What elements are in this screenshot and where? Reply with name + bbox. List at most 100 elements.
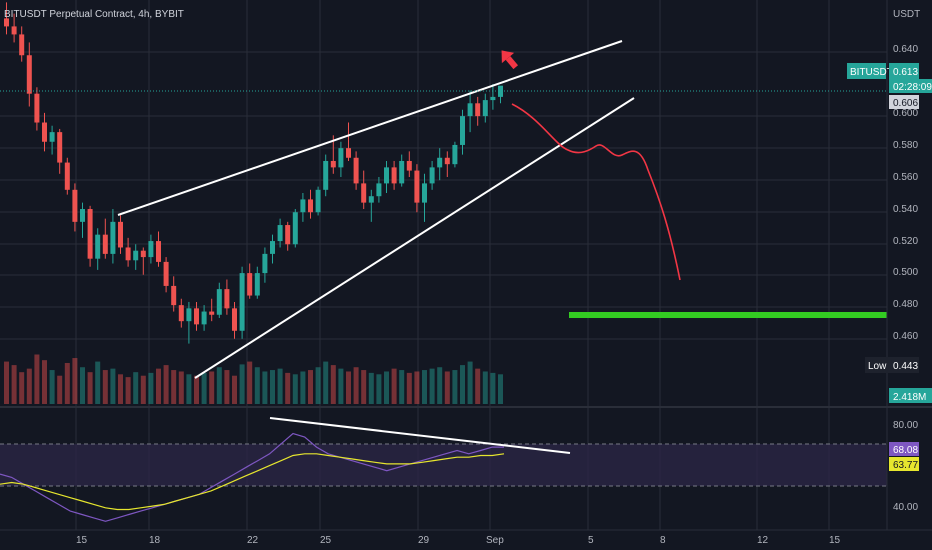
volume-bar: [156, 368, 161, 404]
volume-bar: [498, 374, 503, 404]
candle-body: [490, 96, 496, 101]
candle-body: [26, 55, 32, 94]
candle-body: [49, 132, 55, 142]
candle-body: [34, 93, 40, 123]
grid: [0, 0, 887, 530]
candle-body: [118, 221, 123, 248]
volume-bar: [270, 370, 275, 404]
volume-bar: [80, 367, 85, 404]
candle-body: [353, 157, 359, 184]
projection-curve[interactable]: [511, 103, 681, 281]
candle-body: [437, 157, 443, 168]
candle-body: [330, 160, 336, 168]
volume-bar: [376, 374, 382, 404]
candle-body: [148, 241, 154, 258]
volume-bar: [467, 361, 473, 404]
volume-bar: [201, 372, 207, 404]
volume-bar: [330, 365, 336, 404]
currency-label: USDT: [893, 9, 920, 20]
volume-bar: [34, 354, 40, 404]
rsi-tick: 40.00: [893, 502, 918, 513]
price-tick: 0.520: [893, 236, 918, 247]
rsi-ma-label: 63.77: [893, 460, 918, 471]
candle-body: [376, 183, 382, 197]
wedge-lower-line[interactable]: [194, 97, 635, 379]
volume-bar: [277, 368, 283, 404]
volume-bar: [368, 372, 374, 404]
countdown-box: [889, 79, 932, 93]
volume-bar: [49, 370, 55, 404]
time-tick: 8: [660, 535, 666, 546]
volume-bar: [110, 368, 116, 404]
time-tick: Sep: [486, 535, 504, 546]
volume-bar: [125, 377, 131, 404]
price-tick: 0.580: [893, 140, 918, 151]
volume-bars: [4, 354, 503, 404]
candle-body: [57, 132, 63, 163]
volume-bar: [399, 370, 405, 404]
volume-bar: [4, 361, 9, 404]
volume-bar: [482, 371, 488, 404]
volume-bar: [216, 367, 222, 404]
volume-bar: [239, 364, 245, 404]
volume-bar: [346, 371, 351, 404]
candle-body: [140, 250, 146, 258]
price-tick: 0.480: [893, 299, 918, 310]
candle-body: [239, 273, 245, 331]
time-tick: 12: [757, 535, 769, 546]
candle-body: [384, 167, 389, 184]
volume-bar: [475, 368, 481, 404]
volume-bar: [163, 365, 169, 404]
rsi-divergence-line[interactable]: [269, 417, 571, 454]
candle-body: [171, 285, 177, 306]
candle-body: [133, 250, 139, 261]
candles: [4, 2, 503, 344]
candle-body: [80, 209, 85, 222]
volume-bar: [444, 371, 450, 404]
rsi-ma-line: [0, 453, 505, 511]
time-tick: 15: [76, 535, 88, 546]
price-tag-label: 0.613: [893, 67, 918, 78]
candle-body: [414, 170, 420, 203]
volume-bar: [300, 371, 306, 404]
volume-bar: [178, 371, 184, 404]
candle-body: [368, 196, 374, 203]
price-tick: 0.500: [893, 267, 918, 278]
candle-body: [292, 212, 298, 245]
volume-bar: [26, 368, 32, 404]
candle-body: [262, 253, 268, 274]
volume-bar: [95, 361, 101, 404]
candle-body: [391, 167, 397, 184]
volume-bar: [315, 367, 321, 404]
candle-body: [102, 234, 108, 254]
price-tick: 0.460: [893, 331, 918, 342]
candle-body: [475, 103, 481, 117]
volume-bar: [285, 372, 291, 404]
candle-body: [247, 273, 253, 296]
candle-body: [482, 100, 488, 117]
wedge-upper-line[interactable]: [117, 40, 623, 216]
volume-bar: [118, 374, 123, 404]
candle-body: [467, 103, 473, 117]
chart-title: BITUSDT Perpetual Contract, 4h, BYBIT: [4, 9, 184, 20]
symbol-price-tag: BITUSDT 0.613: [847, 63, 919, 79]
candle-body: [270, 241, 275, 254]
candle-body: [156, 241, 161, 262]
candle-body: [254, 273, 260, 296]
volume-bar: [42, 360, 47, 404]
target-line[interactable]: [569, 312, 887, 318]
volume-tag: [889, 388, 932, 403]
volume-bar: [460, 365, 465, 404]
time-tick: 15: [829, 535, 841, 546]
volume-bar: [429, 368, 435, 404]
candle-body: [422, 183, 427, 203]
time-tick: 25: [320, 535, 332, 546]
volume-bar: [57, 375, 63, 404]
volume-bar: [323, 361, 329, 404]
rsi-tick: 80.00: [893, 420, 918, 431]
volume-bar: [232, 375, 237, 404]
volume-bar: [87, 372, 93, 404]
candle-body: [178, 305, 184, 322]
volume-bar: [384, 371, 389, 404]
